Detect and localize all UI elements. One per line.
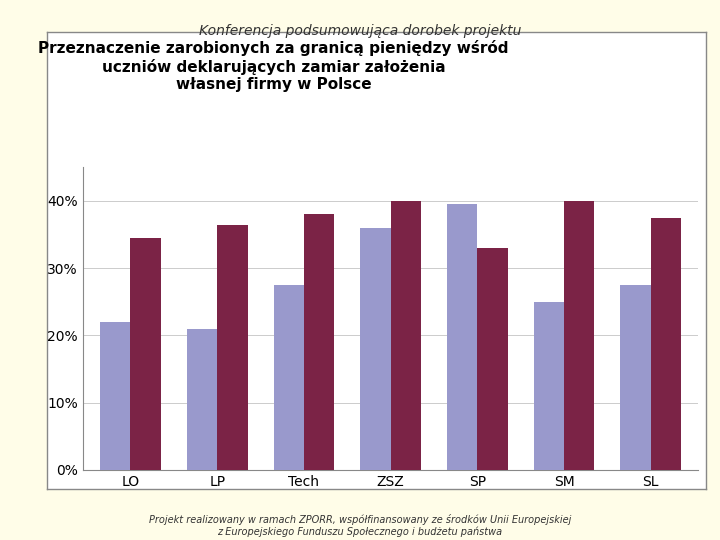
Bar [360, 228, 391, 470]
Bar [187, 329, 217, 470]
Bar [391, 201, 421, 470]
Bar [447, 204, 477, 470]
Bar [274, 285, 304, 470]
Bar [477, 248, 508, 470]
Bar [564, 201, 594, 470]
Bar [651, 218, 681, 470]
Bar [621, 285, 651, 470]
Bar [100, 322, 130, 470]
Bar [217, 225, 248, 470]
Text: Przeznaczenie zarobionych za granicą pieniędzy wśród
uczniów deklarujących zamia: Przeznaczenie zarobionych za granicą pie… [38, 40, 509, 92]
Bar [534, 302, 564, 470]
Text: Konferencja podsumowująca dorobek projektu: Konferencja podsumowująca dorobek projek… [199, 24, 521, 38]
Bar [304, 214, 334, 470]
Text: Projekt realizowany w ramach ZPORR, współfinansowany ze środków Unii Europejskie: Projekt realizowany w ramach ZPORR, wspó… [149, 514, 571, 537]
Bar [130, 238, 161, 470]
